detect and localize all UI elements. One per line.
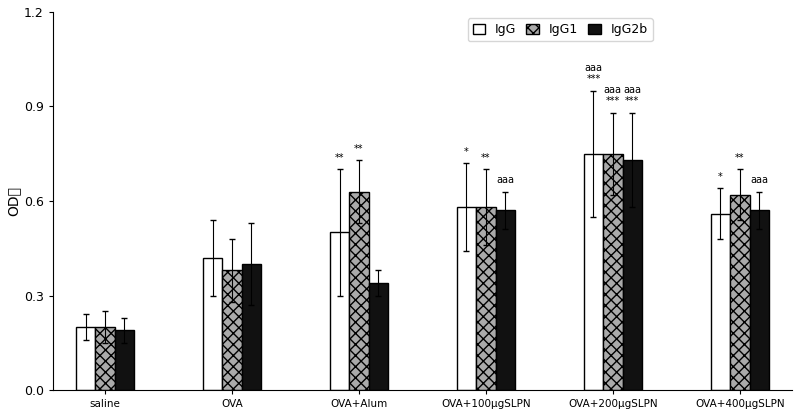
Text: aaa: aaa — [604, 85, 622, 95]
Text: *: * — [464, 147, 469, 157]
Bar — [750, 210, 769, 390]
Bar — [350, 191, 369, 390]
Text: **: ** — [354, 144, 364, 154]
Legend: IgG, IgG1, IgG2b: IgG, IgG1, IgG2b — [467, 18, 653, 41]
Text: **: ** — [334, 153, 344, 163]
Bar — [457, 207, 476, 390]
Bar — [203, 258, 222, 390]
Bar — [114, 330, 134, 390]
Text: ***: *** — [606, 97, 620, 106]
Bar — [730, 195, 750, 390]
Bar — [584, 154, 603, 390]
Text: *: * — [718, 172, 722, 182]
Text: aaa: aaa — [750, 175, 768, 185]
Text: **: ** — [735, 153, 745, 163]
Bar — [496, 210, 515, 390]
Bar — [710, 213, 730, 390]
Text: ***: *** — [625, 97, 639, 106]
Text: aaa: aaa — [623, 85, 642, 95]
Bar — [622, 160, 642, 390]
Bar — [330, 233, 350, 390]
Bar — [603, 154, 622, 390]
Bar — [476, 207, 496, 390]
Bar — [76, 327, 95, 390]
Text: aaa: aaa — [496, 175, 514, 185]
Text: **: ** — [481, 153, 490, 163]
Text: aaa: aaa — [585, 63, 602, 73]
Bar — [95, 327, 114, 390]
Bar — [222, 270, 242, 390]
Bar — [242, 264, 261, 390]
Y-axis label: OD值: OD值 — [7, 186, 21, 216]
Bar — [369, 283, 388, 390]
Text: ***: *** — [586, 74, 601, 84]
